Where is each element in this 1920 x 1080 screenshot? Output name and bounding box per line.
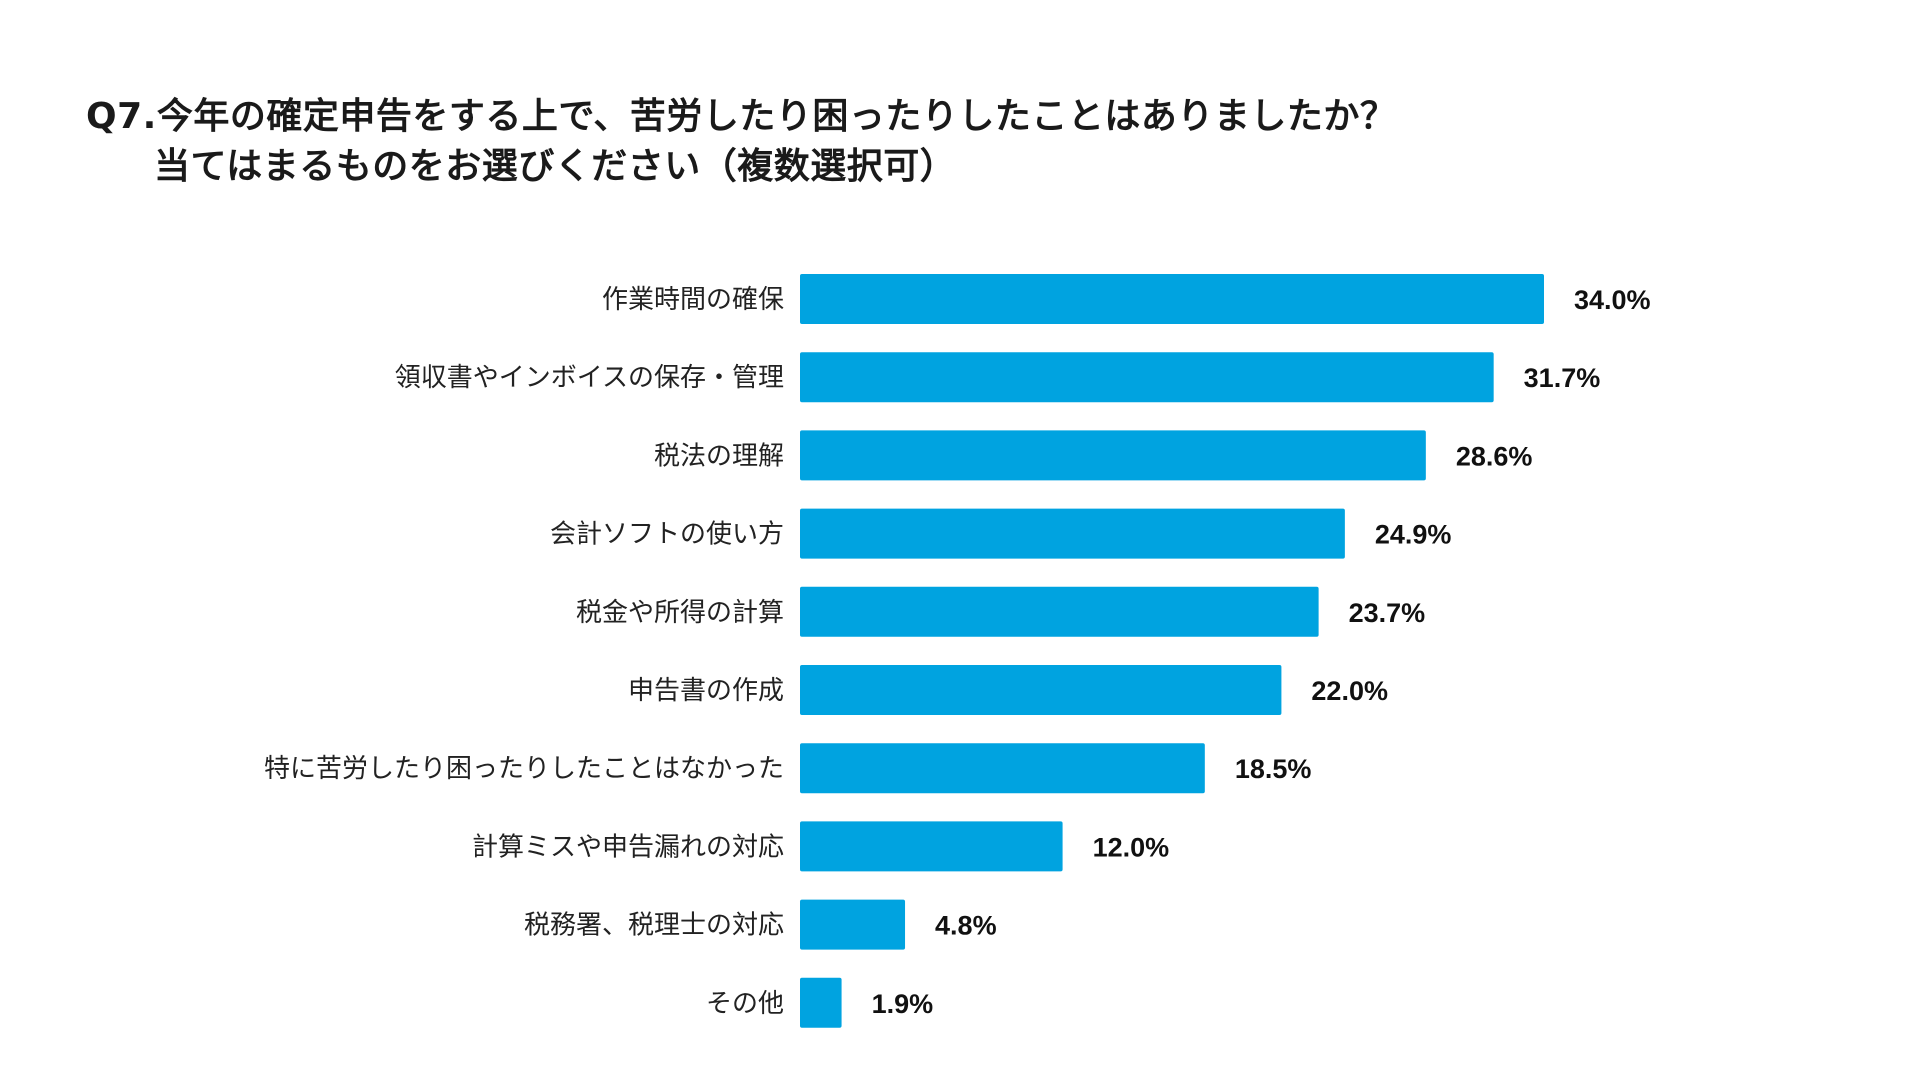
chart-title: Q7.今年の確定申告をする上で、苦労したり困ったりしたことはありましたか？ 当て… — [86, 92, 1396, 192]
chart-title-line1: Q7.今年の確定申告をする上で、苦労したり困ったりしたことはありましたか？ — [86, 96, 1397, 137]
category-label: 領収書やインボイスの保存・管理 — [395, 363, 784, 393]
chart-title-line2: 当てはまるものをお選びください（複数選択可） — [154, 146, 957, 187]
bar — [800, 821, 1063, 872]
category-label: 税務署、税理士の対応 — [524, 911, 784, 941]
category-label: 税法の理解 — [654, 441, 784, 471]
value-label: 18.5% — [1235, 754, 1312, 784]
bar — [800, 665, 1282, 715]
category-label: その他 — [706, 989, 784, 1019]
bar — [800, 274, 1544, 324]
value-label: 34.0% — [1574, 285, 1651, 315]
bar — [800, 977, 842, 1028]
value-label: 22.0% — [1311, 676, 1388, 706]
value-label: 1.9% — [872, 989, 934, 1019]
category-label: 税金や所得の計算 — [576, 598, 784, 628]
category-label: 作業時間の確保 — [602, 285, 784, 315]
value-label: 23.7% — [1349, 598, 1426, 628]
category-label: 会計ソフトの使い方 — [550, 520, 784, 550]
bar — [800, 508, 1345, 559]
value-label: 12.0% — [1093, 832, 1170, 862]
value-label: 31.7% — [1524, 363, 1601, 393]
category-label: 計算ミスや申告漏れの対応 — [472, 832, 784, 862]
bar — [800, 430, 1426, 481]
bar — [800, 586, 1319, 637]
value-label: 4.8% — [935, 911, 997, 941]
bar — [800, 352, 1494, 403]
category-label: 申告書の作成 — [628, 676, 784, 706]
value-label: 24.9% — [1375, 520, 1452, 550]
bar — [800, 743, 1205, 794]
value-label: 28.6% — [1456, 441, 1533, 471]
category-label: 特に苦労したり困ったりしたことはなかった — [264, 754, 784, 784]
bar — [800, 899, 906, 950]
